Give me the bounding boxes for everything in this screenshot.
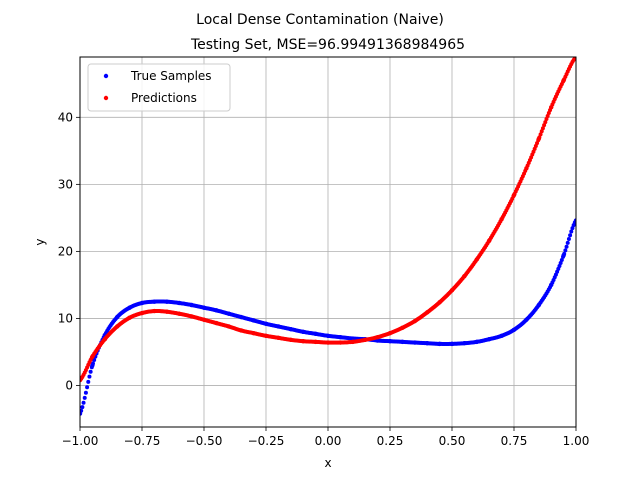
- sample-point: [542, 123, 547, 128]
- sample-point: [80, 405, 85, 410]
- sample-point: [87, 374, 92, 379]
- sample-point: [88, 369, 93, 374]
- x-tick-label: −0.75: [124, 434, 161, 448]
- sample-point: [90, 361, 95, 366]
- legend-marker-predictions: [103, 95, 109, 101]
- x-axis-ticks: −1.00 −0.75 −0.50 −0.25 0.00 0.25 0.50 0.75 1.00: [62, 427, 590, 448]
- legend-marker-true-samples: [103, 73, 109, 79]
- sample-point: [562, 251, 567, 256]
- x-tick-label: −0.50: [186, 434, 223, 448]
- sample-point: [539, 129, 544, 134]
- sample-point: [563, 248, 568, 253]
- y-axis-label: y: [33, 238, 47, 245]
- legend-label-true-samples: True Samples: [130, 69, 212, 83]
- sample-point: [544, 117, 549, 122]
- y-tick-label: 20: [58, 244, 73, 258]
- sample-point: [564, 244, 569, 249]
- series-predictions: [80, 57, 576, 383]
- y-axis-ticks: 0 10 20 30 40: [58, 110, 80, 392]
- sample-point: [538, 132, 543, 137]
- chart-title: Testing Set, MSE=96.99491368984965: [190, 37, 465, 53]
- sample-point: [85, 385, 90, 390]
- sample-point: [83, 390, 88, 395]
- x-tick-label: −0.25: [248, 434, 285, 448]
- y-tick-label: 0: [65, 378, 73, 392]
- sample-point: [558, 261, 563, 266]
- legend-label-predictions: Predictions: [131, 91, 197, 105]
- x-tick-label: −1.00: [62, 434, 99, 448]
- sample-point: [570, 226, 575, 231]
- sample-point: [559, 257, 564, 262]
- y-tick-label: 30: [58, 177, 73, 191]
- x-tick-label: 0.00: [315, 434, 342, 448]
- series-layer: [80, 57, 576, 416]
- sample-point: [565, 240, 570, 245]
- sample-point: [566, 237, 571, 242]
- sample-point: [568, 233, 573, 238]
- sample-point: [80, 408, 84, 413]
- x-tick-label: 0.75: [501, 434, 528, 448]
- sample-point: [540, 126, 545, 131]
- sample-point: [89, 365, 94, 370]
- legend-box: [87, 63, 231, 112]
- sample-point: [561, 254, 566, 259]
- legend: True Samples Predictions: [87, 63, 231, 112]
- series-true-samples: [80, 218, 576, 416]
- y-tick-label: 10: [58, 311, 73, 325]
- chart-suptitle: Local Dense Contamination (Naive): [196, 12, 444, 28]
- x-tick-label: 1.00: [563, 434, 590, 448]
- x-tick-label: 0.50: [439, 434, 466, 448]
- sample-point: [86, 379, 91, 384]
- y-tick-label: 40: [58, 110, 73, 124]
- x-tick-label: 0.25: [377, 434, 404, 448]
- sample-point: [82, 395, 87, 400]
- sample-point: [569, 229, 574, 234]
- sample-point: [81, 400, 86, 405]
- x-axis-label: x: [324, 456, 331, 470]
- sample-point: [543, 120, 548, 125]
